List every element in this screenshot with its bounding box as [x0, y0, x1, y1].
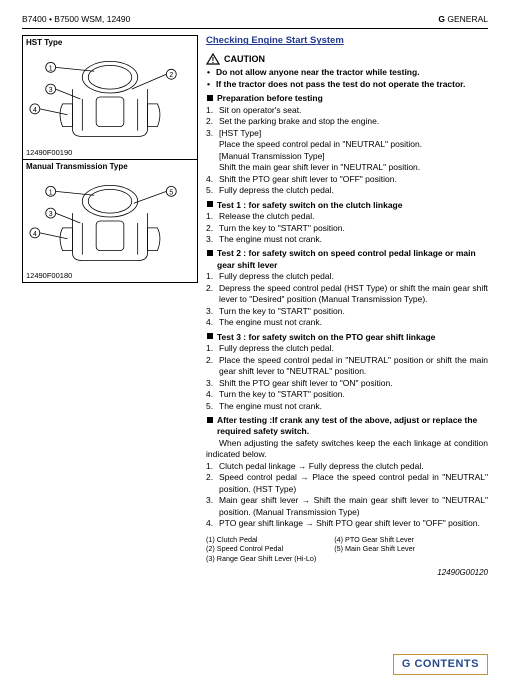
after-head: After testing :If crank any test of the … — [206, 415, 488, 438]
svg-text:1: 1 — [49, 66, 53, 73]
caution-item: If the tractor does not pass the test do… — [206, 79, 488, 90]
svg-text:3: 3 — [49, 211, 53, 218]
svg-text:1: 1 — [49, 189, 53, 196]
test2-head: Test 2 : for safety switch on speed cont… — [206, 248, 488, 271]
contents-button[interactable]: G CONTENTS — [393, 654, 488, 675]
svg-text:3: 3 — [49, 87, 53, 94]
step: 1.Release the clutch pedal. — [206, 211, 488, 222]
header-left: B7400 • B7500 WSM, 12490 — [22, 14, 130, 25]
step: 1.Clutch pedal linkage → Fully depress t… — [206, 461, 488, 472]
legend-item: (1) Clutch Pedal — [206, 535, 316, 545]
tractor-illustration: 1 3 4 5 — [23, 173, 197, 268]
header-right: G GENERAL — [438, 14, 488, 25]
legend-item: (2) Speed Control Pedal — [206, 544, 316, 554]
figure-hst: HST Type 1 3 4 — [22, 35, 198, 159]
figure-manual: Manual Transmission Type 1 3 — [22, 160, 198, 283]
caution-item: Do not allow anyone near the tractor whi… — [206, 67, 488, 78]
step: 2.Turn the key to "START" position. — [206, 223, 488, 234]
step: 2.Place the speed control pedal in "NEUT… — [206, 355, 488, 378]
step: 2.Speed control pedal → Place the speed … — [206, 472, 488, 495]
step: 3.The engine must not crank. — [206, 234, 488, 245]
step: 1.Sit on operator's seat. — [206, 105, 488, 116]
prep-head: Preparation before testing — [206, 93, 488, 104]
figure-column: HST Type 1 3 4 — [22, 35, 198, 578]
step: 4.PTO gear shift linkage → Shift PTO gea… — [206, 518, 488, 529]
test1-head: Test 1 : for safety switch on the clutch… — [206, 200, 488, 211]
step: 3.Turn the key to "START" position. — [206, 306, 488, 317]
caution-list: Do not allow anyone near the tractor whi… — [206, 67, 488, 90]
legend-item: (3) Range Gear Shift Lever (Hi-Lo) — [206, 554, 316, 564]
figure-title: Manual Transmission Type — [23, 160, 197, 173]
legend-item: (5) Main Gear Shift Lever — [334, 544, 415, 554]
step: 3.Shift the PTO gear shift lever to "ON"… — [206, 378, 488, 389]
tractor-illustration: 1 3 4 2 — [23, 49, 197, 144]
step: 1.Fully depress the clutch pedal. — [206, 343, 488, 354]
section-title: Checking Engine Start System — [206, 35, 488, 48]
after-para: When adjusting the safety switches keep … — [206, 438, 488, 461]
legend: (1) Clutch Pedal (2) Speed Control Pedal… — [206, 535, 488, 564]
step: 2.Set the parking brake and stop the eng… — [206, 116, 488, 127]
svg-text:!: ! — [212, 56, 215, 65]
step: 2.Depress the speed control pedal (HST T… — [206, 283, 488, 306]
figure-code: 12490F00190 — [23, 148, 197, 159]
svg-text:2: 2 — [169, 72, 173, 79]
caution-header: ! CAUTION — [206, 53, 488, 65]
test3-head: Test 3 : for safety switch on the PTO ge… — [206, 332, 488, 343]
figure-title: HST Type — [23, 36, 197, 49]
svg-text:5: 5 — [169, 189, 173, 196]
step: 5.The engine must not crank. — [206, 401, 488, 412]
sub-step: [Manual Transmission Type] — [206, 151, 488, 162]
page-header: B7400 • B7500 WSM, 12490 G GENERAL — [22, 14, 488, 29]
caution-label: CAUTION — [224, 53, 265, 65]
step: 4.Turn the key to "START" position. — [206, 389, 488, 400]
step: 4.The engine must not crank. — [206, 317, 488, 328]
caution-icon: ! — [206, 53, 220, 65]
doc-code: 12490G00120 — [206, 568, 488, 579]
sub-step: Shift the main gear shift lever in "NEUT… — [206, 162, 488, 173]
step: 1.Fully depress the clutch pedal. — [206, 271, 488, 282]
svg-text:4: 4 — [33, 230, 37, 237]
legend-item: (4) PTO Gear Shift Lever — [334, 535, 415, 545]
text-column: Checking Engine Start System ! CAUTION D… — [206, 35, 488, 578]
step: 3.[HST Type] — [206, 128, 488, 139]
step: 4.Shift the PTO gear shift lever to "OFF… — [206, 174, 488, 185]
sub-step: Place the speed control pedal in "NEUTRA… — [206, 139, 488, 150]
step: 3.Main gear shift lever → Shift the main… — [206, 495, 488, 518]
step: 5.Fully depress the clutch pedal. — [206, 185, 488, 196]
svg-text:4: 4 — [33, 107, 37, 114]
figure-code: 12490F00180 — [23, 271, 197, 282]
